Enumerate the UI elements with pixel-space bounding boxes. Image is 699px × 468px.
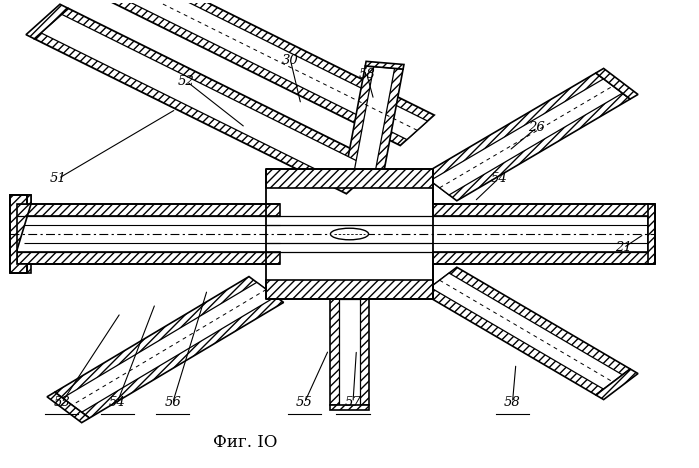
Text: 55: 55 [296,396,312,410]
Polygon shape [41,15,374,188]
Polygon shape [10,195,27,273]
Polygon shape [17,253,280,264]
Polygon shape [366,61,404,69]
Polygon shape [596,68,638,99]
Polygon shape [47,392,89,423]
Polygon shape [596,369,638,400]
Text: 26: 26 [528,121,545,134]
Polygon shape [63,282,276,412]
Polygon shape [345,66,403,180]
Polygon shape [422,73,630,201]
Polygon shape [433,204,655,264]
Text: 56: 56 [164,396,181,410]
Polygon shape [422,267,630,395]
Polygon shape [331,405,368,410]
Text: 21: 21 [615,241,632,255]
Polygon shape [34,8,380,194]
Text: 53: 53 [53,396,70,410]
Text: 57: 57 [345,396,361,410]
Ellipse shape [331,228,368,240]
Polygon shape [430,273,622,389]
Text: 52: 52 [178,75,195,88]
Polygon shape [17,204,280,215]
Polygon shape [88,0,434,146]
Polygon shape [55,277,284,418]
Text: Фиг. IO: Фиг. IO [213,434,278,451]
Polygon shape [10,195,31,273]
Text: 51: 51 [50,172,66,185]
Polygon shape [339,299,360,405]
Polygon shape [331,299,368,405]
Polygon shape [430,79,622,195]
Polygon shape [95,0,428,139]
Polygon shape [266,169,433,188]
Text: 58: 58 [359,68,375,81]
Text: 54: 54 [490,172,507,185]
Polygon shape [353,66,394,179]
Text: 54: 54 [109,396,126,410]
Polygon shape [10,195,31,273]
Polygon shape [648,204,655,264]
Text: 58: 58 [504,396,521,410]
Polygon shape [26,4,69,39]
Text: 30: 30 [282,54,299,67]
Polygon shape [266,280,433,299]
